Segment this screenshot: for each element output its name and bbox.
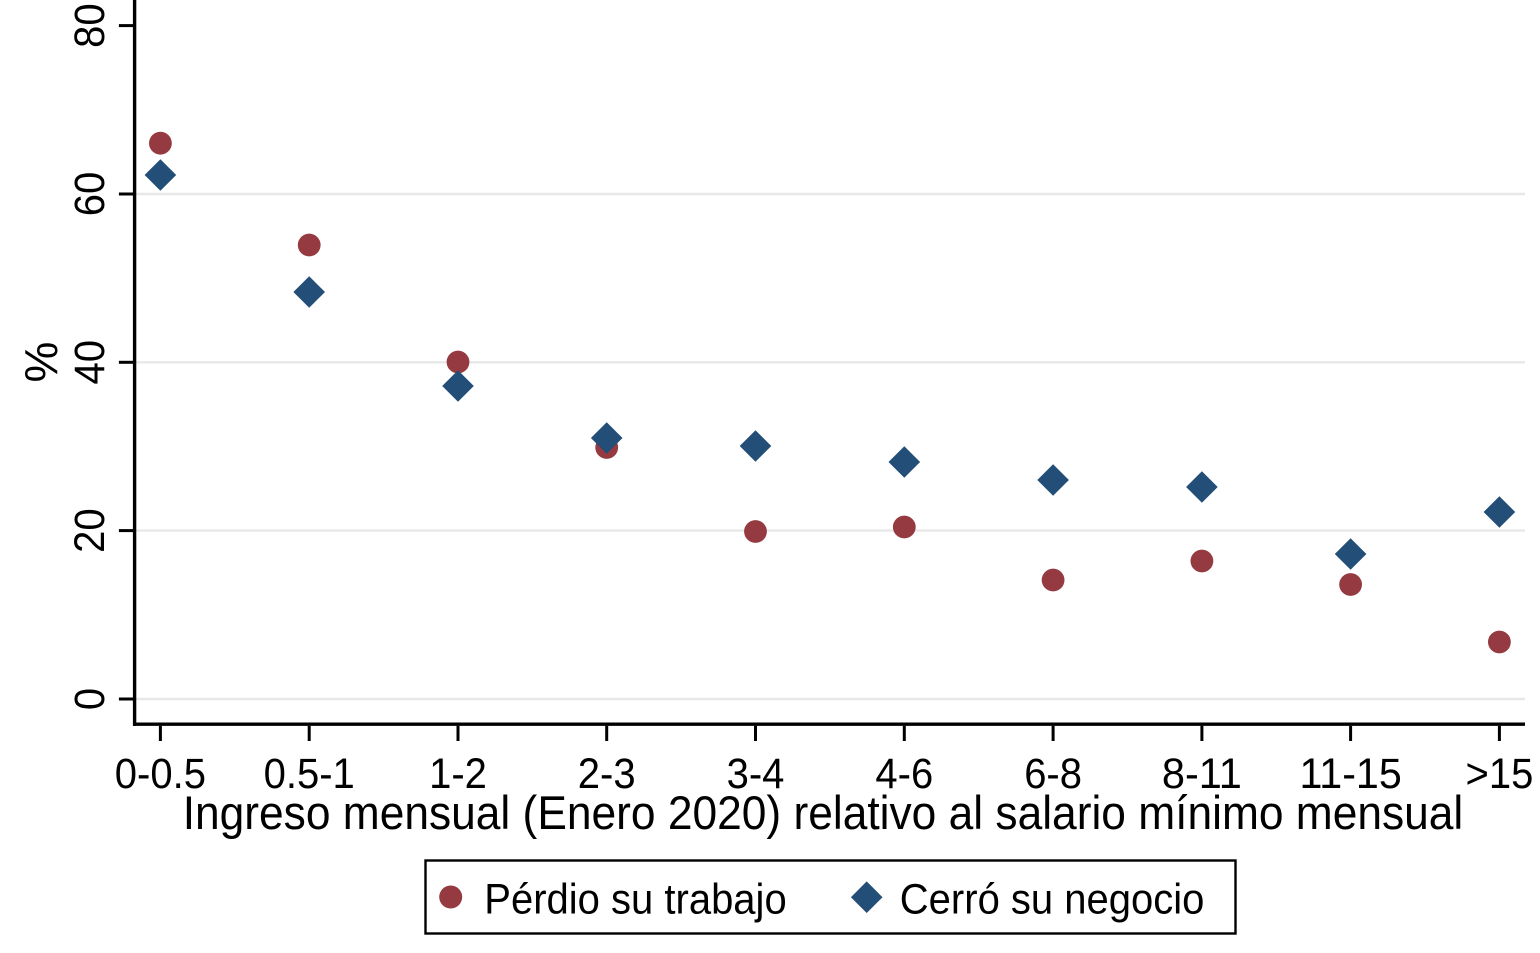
svg-text:6-8: 6-8 — [1024, 751, 1082, 798]
svg-text:8-11: 8-11 — [1162, 751, 1242, 798]
svg-text:3-4: 3-4 — [727, 751, 785, 798]
svg-text:11-15: 11-15 — [1299, 751, 1401, 798]
svg-text:80: 80 — [67, 3, 114, 48]
svg-text:0: 0 — [67, 688, 114, 710]
svg-text:2-3: 2-3 — [578, 751, 636, 798]
svg-text:>15: >15 — [1466, 751, 1534, 798]
svg-text:Cerró su negocio: Cerró su negocio — [900, 877, 1205, 924]
svg-text:0.5-1: 0.5-1 — [264, 751, 355, 798]
svg-text:4-6: 4-6 — [875, 751, 933, 798]
svg-text:20: 20 — [67, 508, 114, 553]
svg-text:%: % — [15, 342, 67, 383]
svg-text:1-2: 1-2 — [429, 751, 487, 798]
svg-text:0-0.5: 0-0.5 — [115, 751, 206, 798]
svg-text:Ingreso mensual (Enero 2020) r: Ingreso mensual (Enero 2020) relativo al… — [183, 787, 1464, 840]
svg-text:60: 60 — [67, 172, 114, 217]
svg-text:40: 40 — [67, 340, 114, 385]
svg-text:Pérdio su trabajo: Pérdio su trabajo — [484, 877, 786, 924]
